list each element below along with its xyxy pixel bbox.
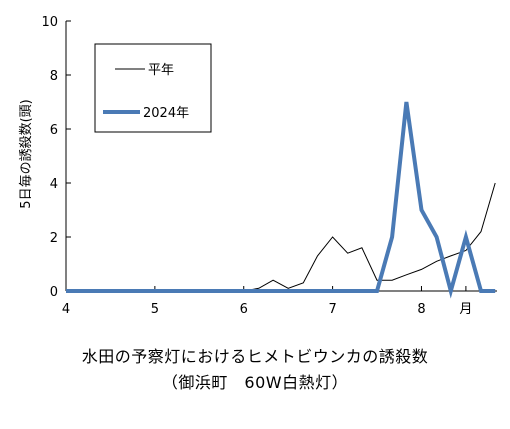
series [66, 101, 496, 299]
y-ticks: 0 2 4 6 8 10 [41, 15, 71, 300]
legend-box [94, 43, 212, 133]
y-tick-label: 4 [50, 177, 58, 192]
series-line-normal [66, 182, 496, 292]
x-tick-label: 8 [417, 302, 425, 317]
legend-label-2024: 2024年 [143, 106, 189, 121]
x-tick-label: 4 [62, 302, 70, 317]
chart-caption-subtitle: （御浜町 60W白熱灯） [161, 373, 349, 392]
x-tick-label: 5 [151, 302, 159, 317]
y-tick-label: 8 [50, 69, 58, 84]
x-tick-label: 月 [459, 302, 472, 317]
y-tick-label: 2 [50, 231, 58, 246]
x-ticks: 4 5 6 7 8 月 [62, 286, 472, 317]
legend-label-normal: 平年 [148, 63, 174, 78]
y-tick-label: 10 [41, 15, 58, 30]
x-tick-label: 7 [328, 302, 336, 317]
x-tick-label: 6 [240, 302, 248, 317]
chart: 0 2 4 6 8 10 4 5 6 7 8 月 5日毎の誘殺数(頭) 平年 2024年 [18, 15, 497, 317]
y-tick-label: 6 [50, 123, 58, 138]
chart-caption-title: 水田の予察灯におけるヒメトビウンカの誘殺数 [81, 347, 429, 366]
legend: 平年 2024年 [94, 43, 212, 133]
y-axis-label: 5日毎の誘殺数(頭) [18, 99, 34, 208]
series-line-2024 [66, 101, 496, 299]
y-tick-label: 0 [50, 285, 58, 300]
